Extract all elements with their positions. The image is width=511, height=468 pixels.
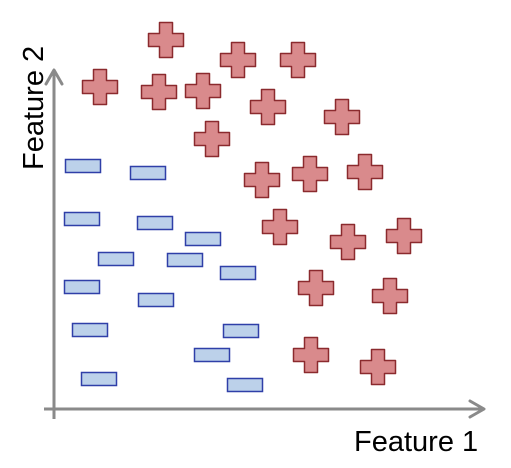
- negative-point-icon: [136, 215, 174, 231]
- positive-point-icon: [243, 161, 281, 199]
- positive-point-icon: [291, 155, 329, 193]
- positive-point-icon: [297, 269, 335, 307]
- positive-point-icon: [193, 120, 231, 158]
- negative-point-icon: [80, 371, 118, 387]
- positive-point-icon: [184, 72, 222, 110]
- data-points: [63, 21, 423, 393]
- negative-point-icon: [219, 265, 257, 281]
- negative-point-icon: [166, 252, 204, 268]
- negative-point-icon: [71, 322, 109, 338]
- positive-point-icon: [219, 41, 257, 79]
- negative-point-icon: [193, 347, 231, 363]
- negative-point-icon: [222, 323, 260, 339]
- positive-point-icon: [329, 223, 367, 261]
- negative-point-icon: [63, 279, 101, 295]
- positive-point-icon: [249, 88, 287, 126]
- positive-point-icon: [140, 73, 178, 111]
- negative-point-icon: [63, 211, 101, 227]
- positive-point-icon: [292, 336, 330, 374]
- positive-point-icon: [359, 348, 397, 386]
- positive-point-icon: [279, 41, 317, 79]
- positive-point-icon: [346, 153, 384, 191]
- negative-point-icon: [97, 251, 135, 267]
- positive-point-icon: [323, 98, 361, 136]
- positive-point-icon: [81, 68, 119, 106]
- positive-point-icon: [371, 277, 409, 315]
- negative-point-icon: [184, 231, 222, 247]
- y-axis-label: Feature 2: [18, 46, 50, 170]
- positive-point-icon: [147, 21, 185, 59]
- positive-point-icon: [385, 217, 423, 255]
- x-axis-label: Feature 1: [354, 426, 478, 458]
- negative-point-icon: [64, 158, 102, 174]
- negative-point-icon: [129, 165, 167, 181]
- positive-point-icon: [261, 208, 299, 246]
- negative-point-icon: [137, 292, 175, 308]
- negative-point-icon: [226, 377, 264, 393]
